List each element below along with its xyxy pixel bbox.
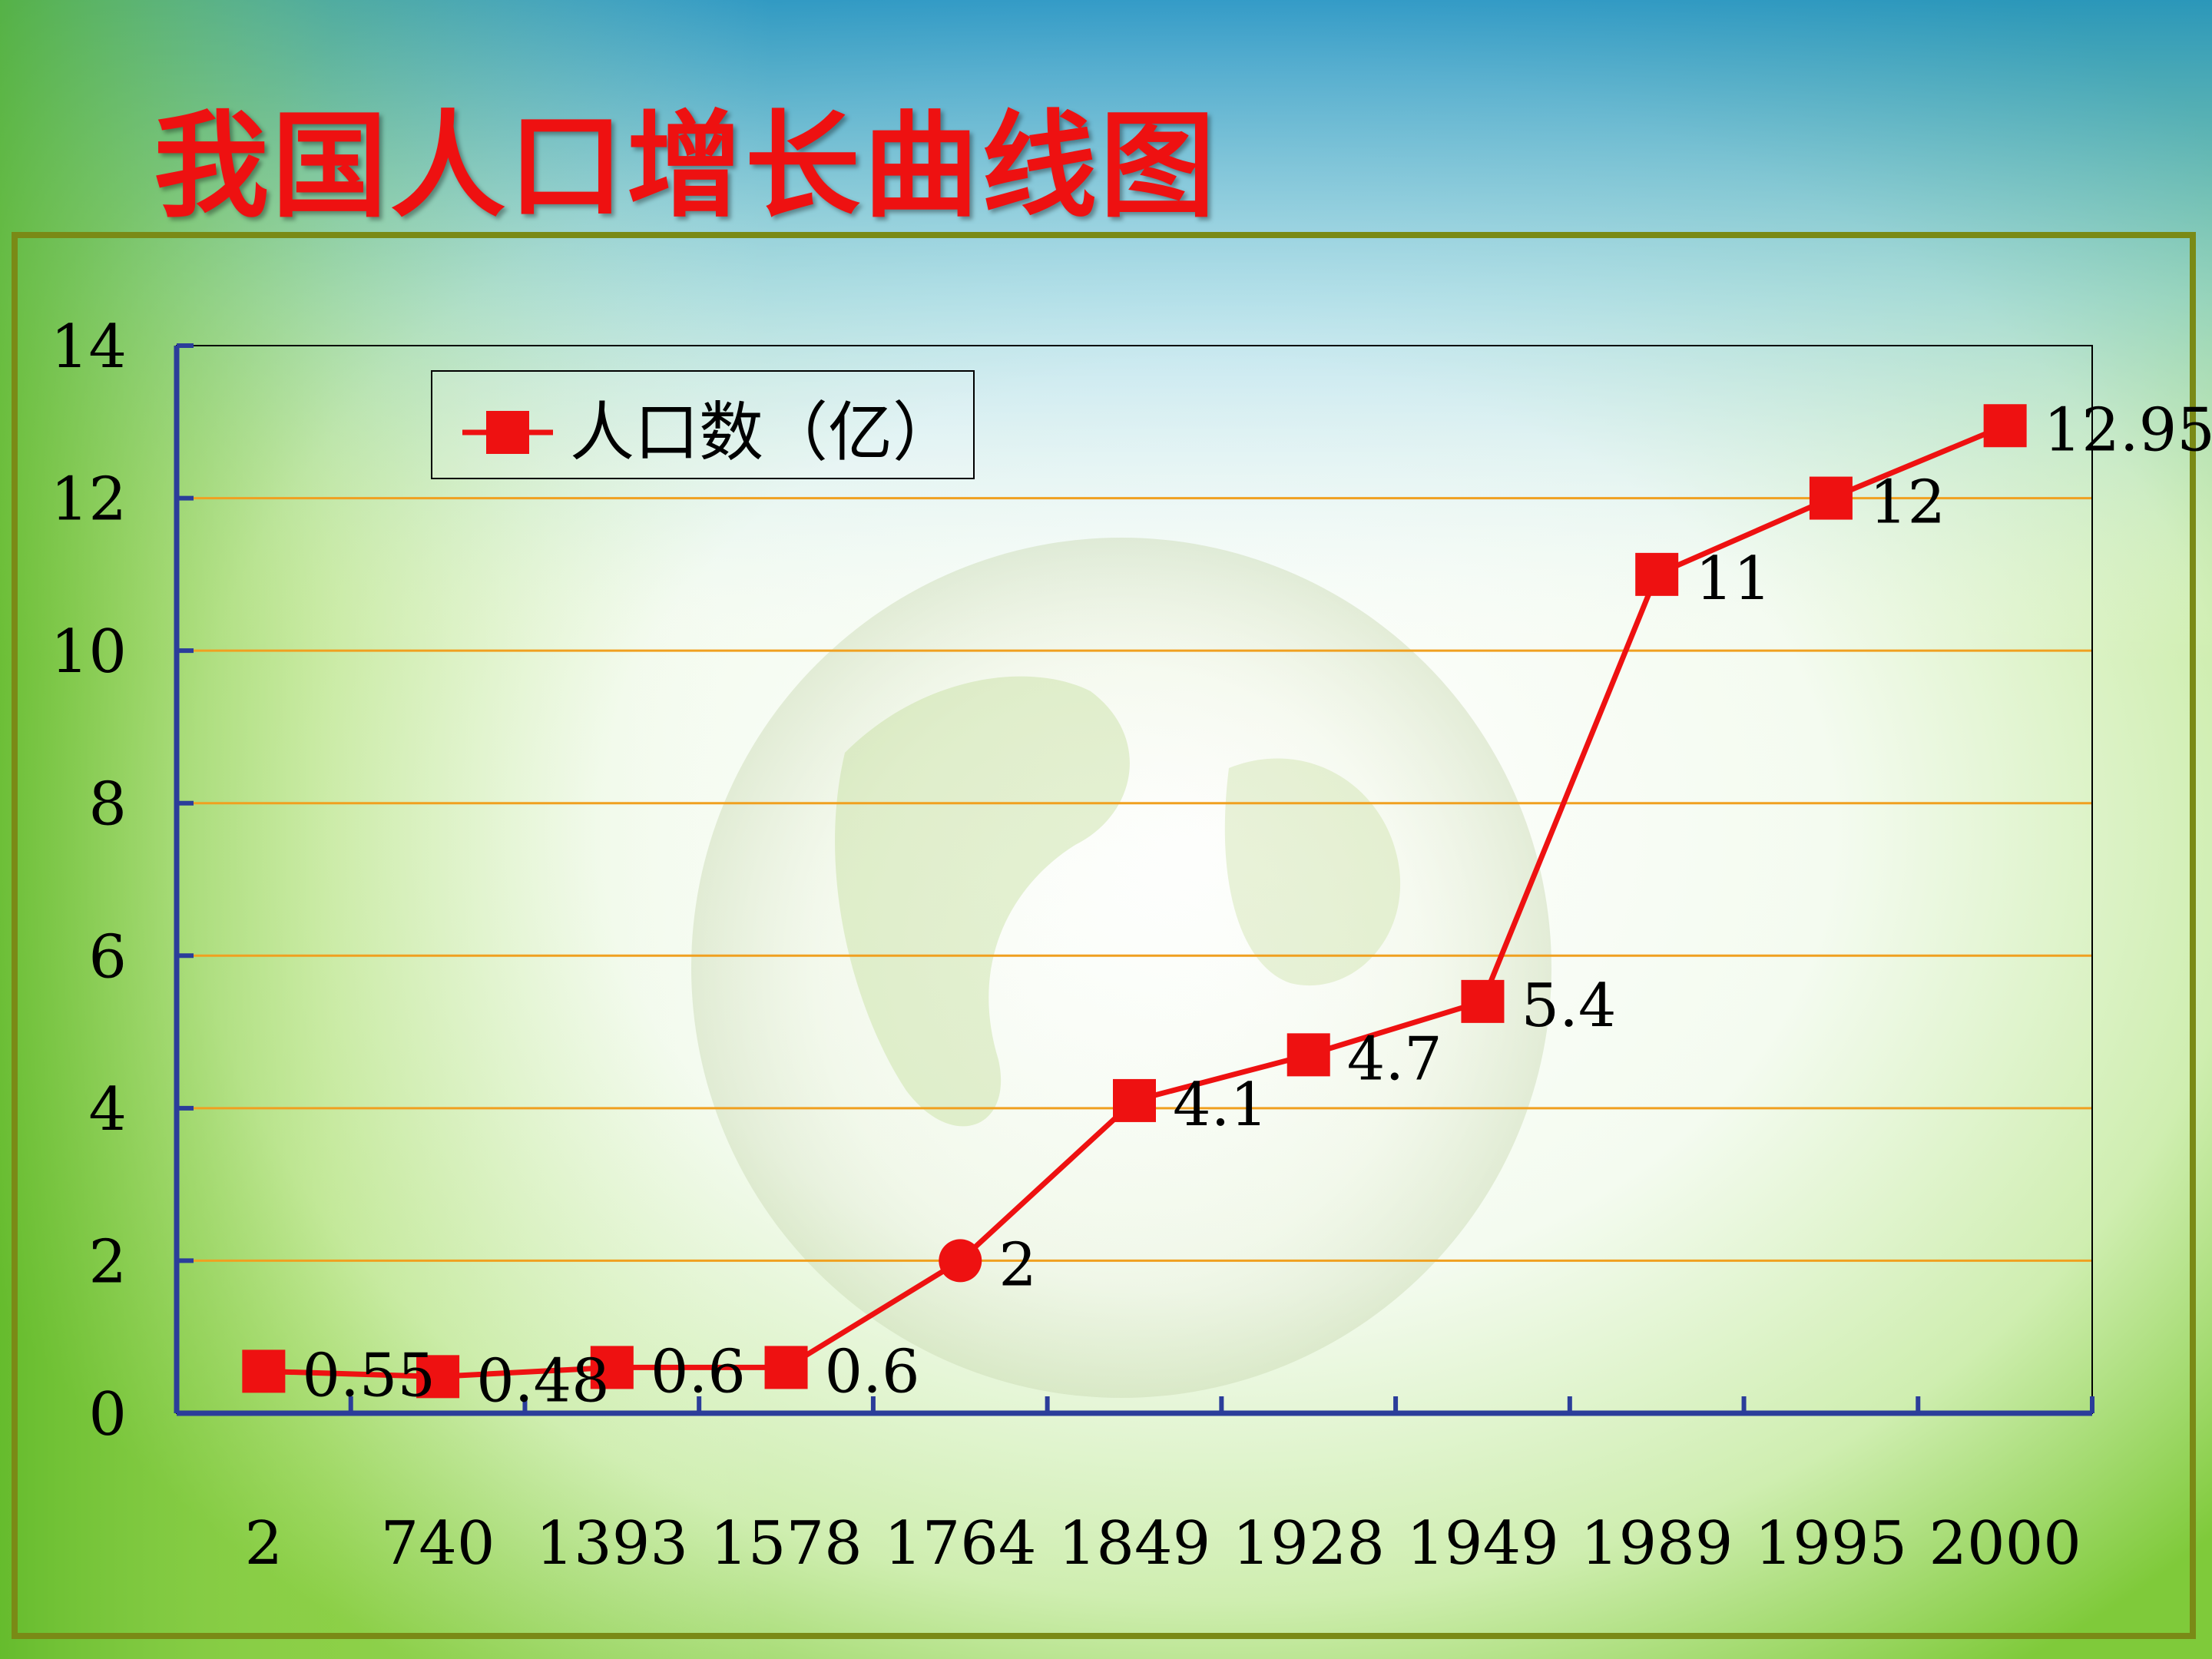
x-tick-label: 1764 <box>884 1509 1037 1578</box>
axes <box>174 343 2094 1416</box>
x-tick-label: 1849 <box>1058 1509 1211 1578</box>
data-marker <box>1635 552 1679 596</box>
x-tick-label: 2 <box>245 1509 283 1578</box>
data-marker <box>764 1346 808 1389</box>
data-marker <box>1286 1033 1330 1077</box>
data-marker <box>939 1239 982 1283</box>
x-tick-label: 1393 <box>536 1509 689 1578</box>
x-tick-label: 1949 <box>1406 1509 1559 1578</box>
y-tick-label: 12 <box>51 465 127 535</box>
data-label: 11 <box>1695 545 1771 614</box>
data-labels: 0.55 0.48 0.6 0.6 2 4.1 4.7 5.4 11 12 12.95 <box>302 396 2212 1416</box>
y-tick-labels: 0 2 4 6 8 10 12 14 <box>51 313 127 1449</box>
data-label: 0.6 <box>825 1337 920 1406</box>
chart-frame <box>12 232 2196 1639</box>
x-tick-label: 1995 <box>1755 1509 1908 1578</box>
y-tick-label: 2 <box>88 1227 127 1296</box>
data-marker <box>590 1346 634 1389</box>
data-marker <box>1983 404 2027 448</box>
data-label: 0.48 <box>476 1346 610 1416</box>
data-label: 0.55 <box>302 1341 435 1410</box>
plot-area-border <box>176 345 2093 1414</box>
slide-title: 我国人口增长曲线图 <box>154 100 1219 233</box>
data-markers <box>242 404 2027 1399</box>
grid-lines <box>177 497 2092 1262</box>
y-tick-label: 4 <box>88 1075 127 1144</box>
legend-marker-swatch <box>486 411 529 454</box>
data-marker <box>1461 979 1505 1023</box>
y-tick-label: 6 <box>88 922 127 992</box>
y-tick-label: 0 <box>88 1380 127 1449</box>
x-tick-label: 740 <box>381 1509 495 1578</box>
data-label: 12.95 <box>2044 396 2212 465</box>
data-marker <box>1113 1078 1156 1122</box>
x-tick-label: 1989 <box>1581 1509 1734 1578</box>
x-tick-label: 1578 <box>710 1509 863 1578</box>
data-marker <box>242 1349 286 1393</box>
y-tick-label: 8 <box>88 770 127 839</box>
data-label: 4.7 <box>1347 1025 1442 1094</box>
data-marker <box>416 1355 460 1399</box>
data-label: 12 <box>1869 469 1945 538</box>
data-label: 2 <box>998 1230 1037 1300</box>
data-label: 4.1 <box>1173 1071 1268 1140</box>
data-label: 0.6 <box>651 1337 746 1406</box>
x-tick-labels: 2 740 1393 1578 1764 1849 1928 1949 1989 1995 2000 <box>245 1509 2081 1578</box>
y-tick-label: 10 <box>51 618 127 687</box>
data-label: 5.4 <box>1521 972 1616 1041</box>
legend: 人口数（亿） <box>431 370 975 479</box>
data-marker <box>1809 476 1853 520</box>
legend-label: 人口数（亿） <box>570 395 957 470</box>
x-tick-label: 1928 <box>1232 1509 1385 1578</box>
y-tick-label: 14 <box>51 313 127 382</box>
x-tick-label: 2000 <box>1929 1509 2081 1578</box>
